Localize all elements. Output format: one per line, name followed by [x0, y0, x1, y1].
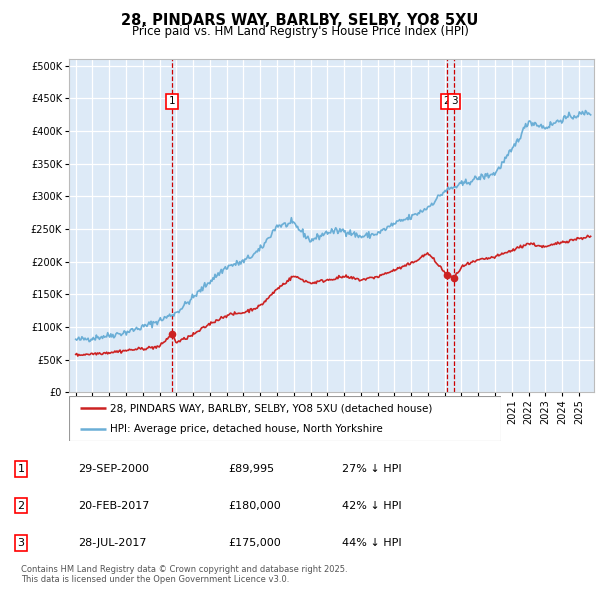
Text: 3: 3: [17, 538, 25, 548]
Text: 1: 1: [169, 97, 175, 106]
Text: 28, PINDARS WAY, BARLBY, SELBY, YO8 5XU: 28, PINDARS WAY, BARLBY, SELBY, YO8 5XU: [121, 13, 479, 28]
Text: Contains HM Land Registry data © Crown copyright and database right 2025.: Contains HM Land Registry data © Crown c…: [21, 565, 347, 574]
Text: 44% ↓ HPI: 44% ↓ HPI: [342, 538, 401, 548]
Text: 27% ↓ HPI: 27% ↓ HPI: [342, 464, 401, 474]
Text: 2: 2: [17, 501, 25, 510]
Text: HPI: Average price, detached house, North Yorkshire: HPI: Average price, detached house, Nort…: [110, 424, 383, 434]
Text: Price paid vs. HM Land Registry's House Price Index (HPI): Price paid vs. HM Land Registry's House …: [131, 25, 469, 38]
Text: 1: 1: [17, 464, 25, 474]
Text: 20-FEB-2017: 20-FEB-2017: [78, 501, 149, 510]
Text: £180,000: £180,000: [228, 501, 281, 510]
Text: 3: 3: [451, 97, 458, 106]
Text: 28, PINDARS WAY, BARLBY, SELBY, YO8 5XU (detached house): 28, PINDARS WAY, BARLBY, SELBY, YO8 5XU …: [110, 403, 433, 413]
Text: 28-JUL-2017: 28-JUL-2017: [78, 538, 146, 548]
Text: 2: 2: [443, 97, 450, 106]
Text: 29-SEP-2000: 29-SEP-2000: [78, 464, 149, 474]
Text: £89,995: £89,995: [228, 464, 274, 474]
Text: 42% ↓ HPI: 42% ↓ HPI: [342, 501, 401, 510]
Text: This data is licensed under the Open Government Licence v3.0.: This data is licensed under the Open Gov…: [21, 575, 289, 584]
Text: £175,000: £175,000: [228, 538, 281, 548]
